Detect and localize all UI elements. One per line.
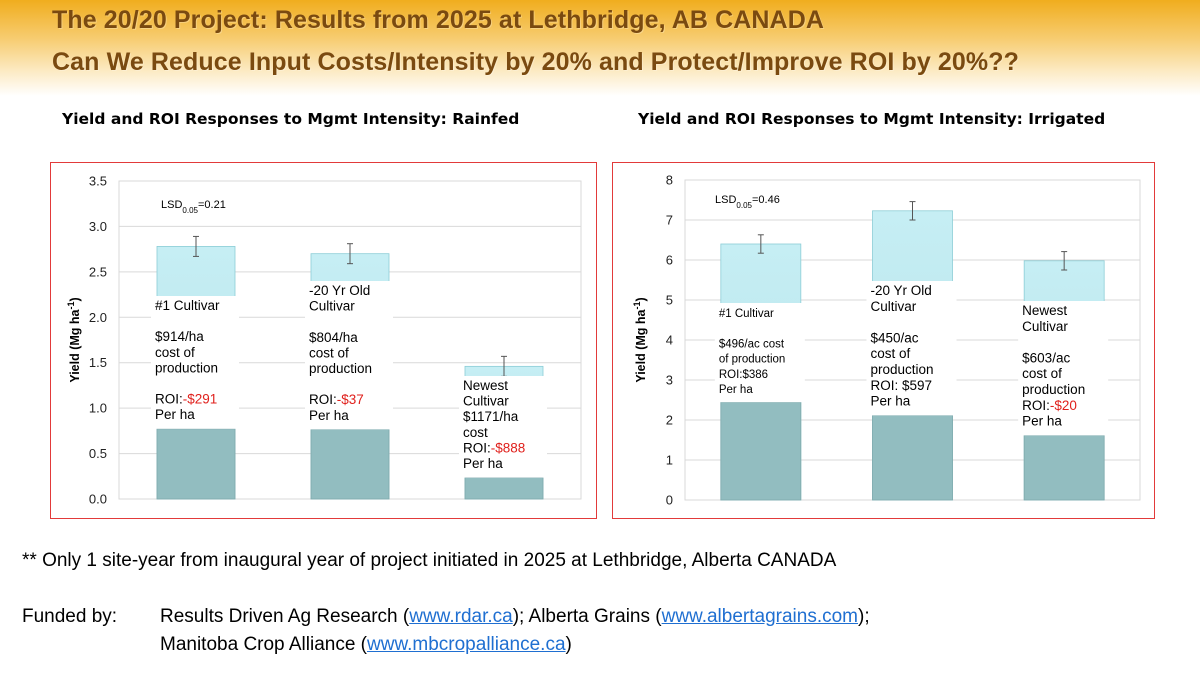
annotation-line: ROI:-$37 <box>309 392 364 407</box>
slide-title-line-2: Can We Reduce Input Costs/Intensity by 2… <box>52 48 1019 76</box>
annotation-line: ROI:-$888 <box>463 440 525 455</box>
annotation-line: $450/ac <box>871 330 919 345</box>
annotation-line: Cultivar <box>1022 319 1068 334</box>
annotation-line: cost of <box>155 345 195 360</box>
y-tick-label: 1.0 <box>89 401 107 416</box>
annotation-line: Per ha <box>155 407 195 422</box>
annotation-line: cost of <box>1022 366 1062 381</box>
y-tick-label: 0.5 <box>89 446 107 461</box>
funder-rdar-text: Results Driven Ag Research ( <box>160 606 410 627</box>
y-tick-label: 5 <box>666 293 673 308</box>
bar-lower-band <box>464 477 544 500</box>
annotation-line: cost of <box>309 345 349 360</box>
lsd-label: LSD0.05=0.21 <box>161 199 226 215</box>
y-axis-label: Yield (Mg ha-1) <box>66 297 82 382</box>
annotation-line: -20 Yr Old <box>309 283 370 298</box>
annotation-line: Newest <box>1022 303 1067 318</box>
y-tick-label: 2.5 <box>89 264 107 279</box>
annotation-box <box>151 296 239 429</box>
annotation-line: $603/ac <box>1022 350 1070 365</box>
title-banner: The 20/20 Project: Results from 2025 at … <box>0 0 1200 96</box>
annotation-line: production <box>155 360 218 375</box>
annotation-line: -20 Yr Old <box>871 283 932 298</box>
bar-lower-band <box>720 401 802 501</box>
annotation-box <box>459 376 547 478</box>
bar-lower-band <box>872 414 953 501</box>
bar-lower-band <box>1023 434 1105 501</box>
annotation-line: Per ha <box>1022 414 1062 429</box>
annotation-line: ROI:$386 <box>719 369 768 381</box>
annotation-line: cost <box>463 425 488 440</box>
y-tick-label: 4 <box>666 333 673 348</box>
bar-lower-band <box>310 428 390 500</box>
footnote: ** Only 1 site-year from inaugural year … <box>22 550 837 571</box>
funder-albertagrains-text: ); Alberta Grains ( <box>512 606 662 627</box>
y-tick-label: 0.0 <box>89 492 107 507</box>
annotation-line: ROI:-$291 <box>155 392 217 407</box>
bar-lower-band <box>156 428 236 500</box>
annotation-box <box>866 281 957 416</box>
irrigated-chart-title: Yield and ROI Responses to Mgmt Intensit… <box>638 110 1106 128</box>
rainfed-bar-chart: 0.0 0.5 1.0 1.5 2.0 2.5 3.0 3.5 Yield (Mg ha-1) L… <box>66 174 582 507</box>
y-tick-label: 3.5 <box>89 174 107 189</box>
rdar-link[interactable]: www.rdar.ca <box>409 606 513 627</box>
annotation-line: $914/ha <box>155 329 204 344</box>
annotation-line: $804/ha <box>309 330 358 345</box>
rainfed-chart-frame: 0.0 0.5 1.0 1.5 2.0 2.5 3.0 3.5 Yield (Mg ha-1) L… <box>50 162 597 519</box>
annotation-line: ROI: $597 <box>871 378 933 393</box>
lsd-label: LSD0.05=0.46 <box>715 194 780 210</box>
annotation-line: production <box>1022 382 1085 397</box>
y-tick-label: 7 <box>666 213 673 228</box>
funders-line-1-end: ); <box>858 606 870 627</box>
mbcropalliance-link[interactable]: www.mbcropalliance.ca <box>367 634 566 655</box>
y-tick-label: 2.0 <box>89 310 107 325</box>
annotation-line: ROI:-$20 <box>1022 398 1077 413</box>
annotation-line: Per ha <box>871 394 911 409</box>
funders-line-2-end: ) <box>565 634 572 655</box>
annotation-line: $496/ac cost <box>719 338 785 350</box>
annotation-line: Newest <box>463 378 508 393</box>
y-tick-label: 3.0 <box>89 219 107 234</box>
y-tick-label: 0 <box>666 493 673 508</box>
y-tick-label: 2 <box>666 413 673 428</box>
rainfed-chart-title: Yield and ROI Responses to Mgmt Intensit… <box>62 110 520 128</box>
annotation-box <box>714 303 805 403</box>
annotation-line: $1171/ha <box>463 409 519 424</box>
y-tick-label: 1 <box>666 453 673 468</box>
annotation-line: Cultivar <box>463 394 509 409</box>
y-tick-label: 6 <box>666 253 673 268</box>
funded-by-label: Funded by: <box>22 606 118 627</box>
albertagrains-link[interactable]: www.albertagrains.com <box>661 606 859 627</box>
annotation-line: Per ha <box>309 408 349 423</box>
annotation-line: Cultivar <box>871 299 917 314</box>
funder-mbcrop-text: Manitoba Crop Alliance ( <box>160 634 367 655</box>
annotation-box <box>305 281 393 430</box>
annotation-line: Per ha <box>463 456 503 471</box>
annotation-line: #1 Cultivar <box>719 308 774 320</box>
slide-title-line-1: The 20/20 Project: Results from 2025 at … <box>52 6 825 34</box>
annotation-box <box>1018 301 1109 436</box>
annotation-line: Cultivar <box>309 299 355 314</box>
annotation-line: Per ha <box>719 384 753 396</box>
annotation-line: #1 Cultivar <box>155 298 220 313</box>
y-tick-label: 3 <box>666 373 673 388</box>
funders-line-1: Results Driven Ag Research (www.rdar.ca)… <box>160 606 870 628</box>
y-axis-label: Yield (Mg ha-1) <box>632 297 648 382</box>
irrigated-chart-frame: 0 1 2 3 4 5 6 7 8 Yield (Mg ha-1) LSD0.05=0.46 #1 C… <box>612 162 1155 519</box>
annotation-line: cost of <box>871 346 911 361</box>
annotation-line: production <box>871 362 934 377</box>
funders-line-2: Manitoba Crop Alliance (www.mbcropallian… <box>160 634 572 656</box>
irrigated-bar-chart: 0 1 2 3 4 5 6 7 8 Yield (Mg ha-1) LSD0.05=0.46 #1 C… <box>632 173 1141 508</box>
annotation-line: of production <box>719 354 786 366</box>
y-tick-label: 8 <box>666 173 673 188</box>
y-tick-label: 1.5 <box>89 355 107 370</box>
annotation-line: production <box>309 361 372 376</box>
